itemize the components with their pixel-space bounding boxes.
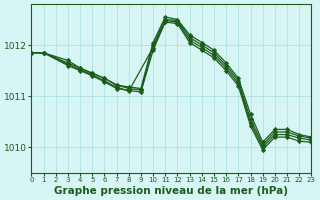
X-axis label: Graphe pression niveau de la mer (hPa): Graphe pression niveau de la mer (hPa) [54, 186, 288, 196]
